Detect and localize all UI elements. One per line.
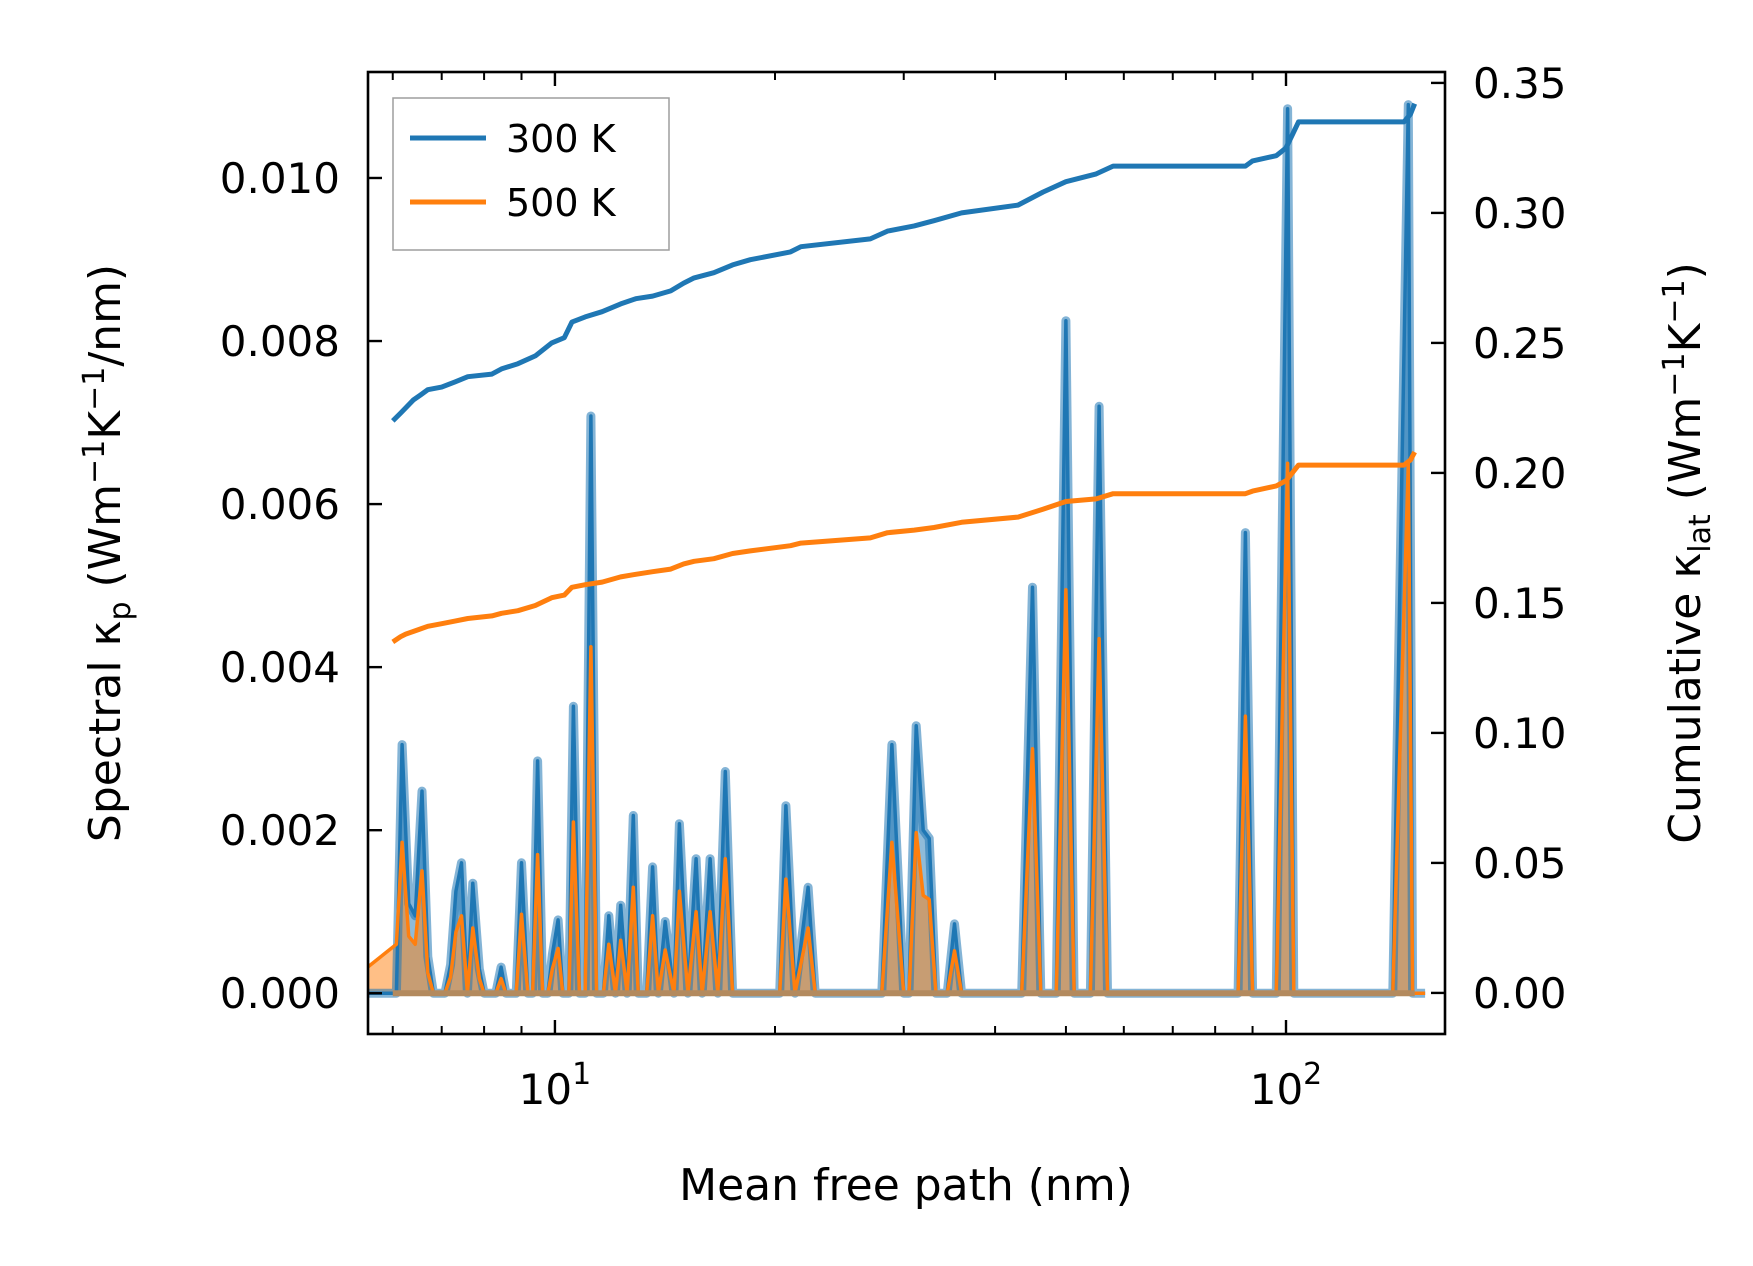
- x-tick-label-base: 10: [519, 1065, 572, 1114]
- y-right-title-unit-close: ): [1660, 262, 1711, 279]
- y-left-tick-label: 0.004: [220, 643, 340, 692]
- y-left-title-unit-close: /nm): [80, 264, 131, 367]
- axis-ticks: [368, 72, 1445, 1034]
- y-left-tick-label: 0.010: [220, 154, 340, 203]
- y-right-tick-label: 0.35: [1473, 59, 1567, 108]
- y-left-title-unit-open: (Wm: [80, 484, 131, 602]
- x-axis-title: Mean free path (nm): [679, 1160, 1133, 1211]
- y-right-title-main: Cumulative κ: [1660, 553, 1711, 844]
- cumulative-500k-line: [391, 450, 1417, 644]
- x-tick-label-exponent: 2: [1303, 1057, 1322, 1092]
- y-left-tick-label: 0.006: [220, 480, 340, 529]
- y-left-title-mid: K: [80, 410, 131, 440]
- plot-area: [368, 100, 1426, 998]
- x-tick-label: 102: [1250, 1057, 1323, 1114]
- cumulative-300k-line: [391, 102, 1418, 423]
- y-right-title-exp1: −1: [1657, 352, 1692, 396]
- y-right-tick-label: 0.00: [1473, 969, 1567, 1018]
- y-right-tick-label: 0.05: [1473, 839, 1567, 888]
- y-left-title-exp1: −1: [77, 440, 112, 484]
- y-left-axis-title: Spectral κp (Wm−1K−1/nm): [77, 264, 138, 842]
- plot-frame: [366, 70, 1447, 1036]
- legend-label-300k: 300 K: [506, 117, 617, 161]
- x-tick-label-base: 10: [1250, 1065, 1303, 1114]
- y-right-tick-label: 0.30: [1473, 189, 1567, 238]
- y-right-title-sub: lat: [1683, 514, 1718, 553]
- tick-labels: 101 1020.0000.0020.0040.0060.0080.0100.00…: [220, 59, 1567, 1114]
- legend-label-500k: 500 K: [506, 181, 617, 225]
- y-left-title-exp2: −1: [77, 367, 112, 411]
- x-tick-label: 101: [519, 1057, 592, 1114]
- legend-box: [392, 97, 670, 251]
- y-left-tick-label: 0.008: [220, 317, 340, 366]
- y-right-tick-label: 0.20: [1473, 449, 1567, 498]
- x-tick-label-exponent: 1: [572, 1057, 591, 1092]
- y-right-title-mid: K: [1660, 322, 1711, 352]
- y-right-tick-label: 0.15: [1473, 579, 1567, 628]
- y-left-title-main: Spectral κ: [80, 621, 131, 843]
- y-right-tick-label: 0.10: [1473, 709, 1567, 758]
- y-right-title-exp2: −1: [1657, 279, 1692, 323]
- y-left-tick-label: 0.000: [220, 969, 340, 1018]
- legend: 300 K 500 K: [392, 97, 670, 251]
- y-right-tick-label: 0.25: [1473, 319, 1567, 368]
- y-left-tick-label: 0.002: [220, 806, 340, 855]
- y-right-axis-title: Cumulative κlat (Wm−1K−1): [1657, 262, 1718, 844]
- y-right-title-unit-open: (Wm: [1660, 397, 1711, 515]
- y-left-title-sub: p: [103, 601, 138, 620]
